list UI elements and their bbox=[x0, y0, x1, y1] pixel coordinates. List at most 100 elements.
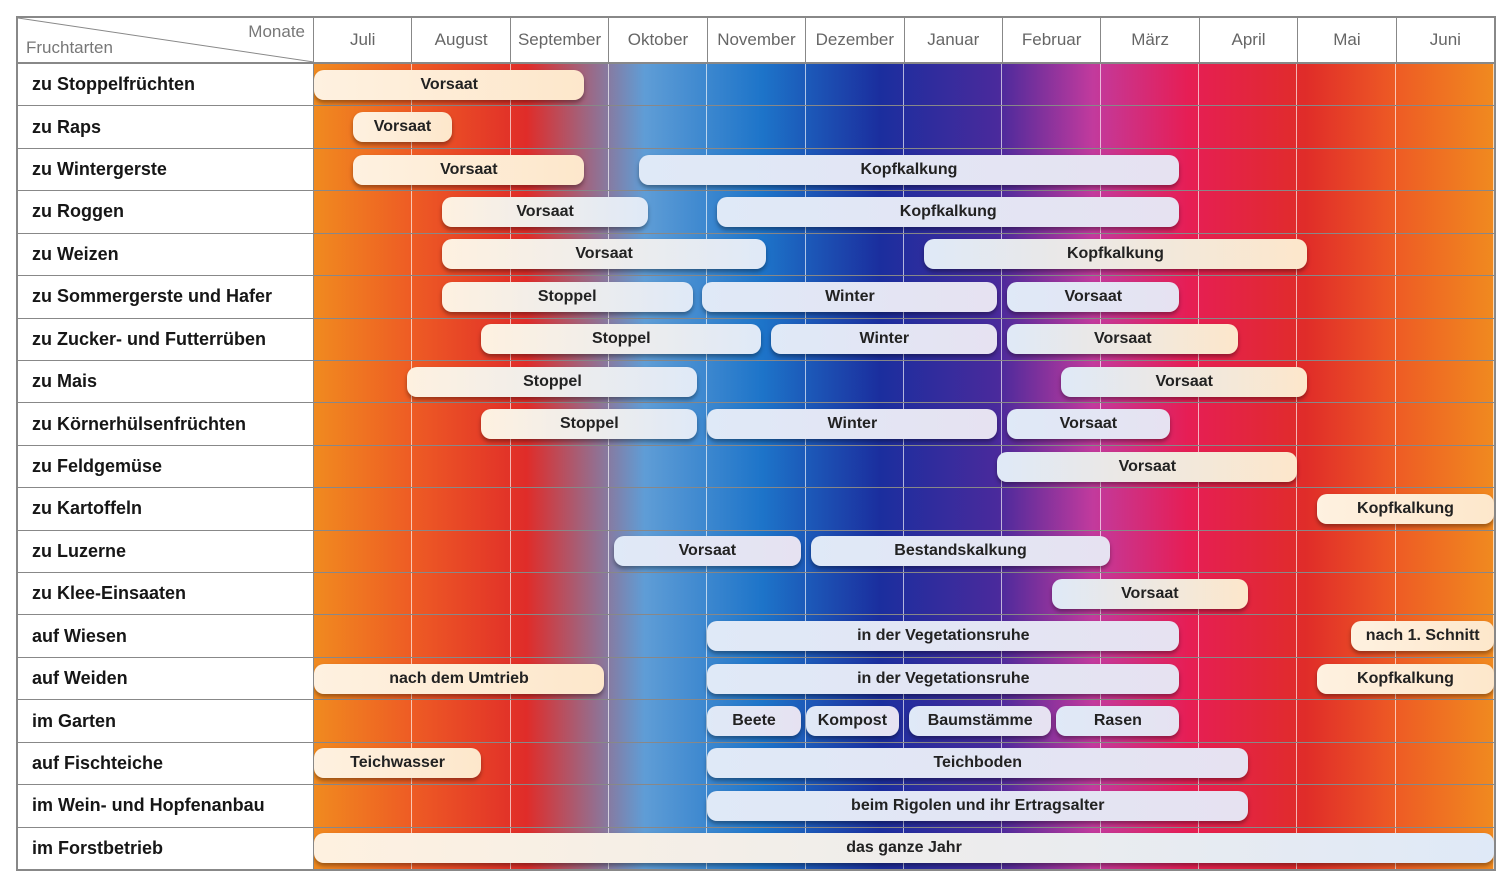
month-header-cell: Juni bbox=[1397, 18, 1494, 62]
calendar-cell bbox=[511, 446, 609, 487]
task-pill: Stoppel bbox=[407, 367, 697, 397]
calendar-cell bbox=[511, 531, 609, 572]
calendar-cell bbox=[1297, 403, 1395, 444]
row-cells: StoppelWinterVorsaat bbox=[314, 276, 1494, 317]
row-label: auf Fischteiche bbox=[18, 743, 314, 784]
calendar-cell bbox=[806, 106, 904, 147]
calendar-cell bbox=[609, 488, 707, 529]
calendar-cell bbox=[1396, 573, 1494, 614]
calendar-cell bbox=[1199, 700, 1297, 741]
calendar-cell bbox=[1297, 446, 1395, 487]
calendar-cell bbox=[1002, 64, 1100, 105]
month-header-cell: Oktober bbox=[609, 18, 707, 62]
calendar-cell bbox=[511, 743, 609, 784]
calendar-cell bbox=[1199, 64, 1297, 105]
calendar-cell bbox=[609, 785, 707, 826]
calendar-cell bbox=[609, 573, 707, 614]
calendar-cell bbox=[314, 276, 412, 317]
calendar-row: zu Luzerne Vorsaat Bestandskalkung bbox=[18, 531, 1494, 573]
calendar-cell bbox=[1297, 700, 1395, 741]
task-pill: Baumstämme bbox=[909, 706, 1052, 736]
row-label: im Forstbetrieb bbox=[18, 828, 314, 869]
calendar-row: zu WintergersteVorsaatKopfkalkung bbox=[18, 149, 1494, 191]
calendar-cell bbox=[511, 573, 609, 614]
calendar-cell bbox=[609, 743, 707, 784]
calendar-cell bbox=[1101, 64, 1199, 105]
calendar-cell bbox=[1199, 658, 1297, 699]
calendar-cell bbox=[412, 573, 510, 614]
liming-calendar-chart: Fruchtarten Monate JuliAugustSeptemberOk… bbox=[16, 16, 1496, 871]
month-header-cell: Dezember bbox=[806, 18, 904, 62]
calendar-cell bbox=[412, 488, 510, 529]
task-pill: beim Rigolen und ihr Ertragsalter bbox=[707, 791, 1248, 821]
task-pill: Vorsaat bbox=[1007, 282, 1179, 312]
calendar-cell bbox=[511, 488, 609, 529]
task-pill: nach 1. Schnitt bbox=[1351, 621, 1494, 651]
calendar-cell bbox=[1297, 319, 1395, 360]
row-cells: Vorsaat bbox=[314, 573, 1494, 614]
month-header-cell: September bbox=[511, 18, 609, 62]
month-header-cell: Mai bbox=[1298, 18, 1396, 62]
calendar-cell bbox=[1396, 785, 1494, 826]
calendar-cell bbox=[806, 446, 904, 487]
calendar-row: zu RoggenVorsaatKopfkalkung bbox=[18, 191, 1494, 233]
month-header-cell: Juli bbox=[314, 18, 412, 62]
task-pill: in der Vegetationsruhe bbox=[707, 664, 1179, 694]
calendar-cell bbox=[1101, 531, 1199, 572]
calendar-row: im Forstbetriebdas ganze Jahr bbox=[18, 828, 1494, 869]
row-label: auf Weiden bbox=[18, 658, 314, 699]
month-header-cell: August bbox=[412, 18, 510, 62]
task-pill: Vorsaat bbox=[353, 112, 451, 142]
task-pill: Vorsaat bbox=[442, 197, 649, 227]
row-label: zu Luzerne bbox=[18, 531, 314, 572]
row-label: zu Weizen bbox=[18, 234, 314, 275]
task-pill: Vorsaat bbox=[614, 536, 801, 566]
row-label: zu Feldgemüse bbox=[18, 446, 314, 487]
calendar-cell bbox=[412, 785, 510, 826]
calendar-cell bbox=[1297, 106, 1395, 147]
calendar-cell bbox=[707, 64, 805, 105]
calendar-cell bbox=[609, 64, 707, 105]
calendar-row: auf Weidennach dem Umtrieb in der Vegetat… bbox=[18, 658, 1494, 700]
calendar-cell bbox=[1297, 234, 1395, 275]
calendar-cell bbox=[904, 573, 1002, 614]
row-label: zu Stoppelfrüchten bbox=[18, 64, 314, 105]
row-cells: Vorsaat bbox=[314, 64, 1494, 105]
row-label: zu Klee-Einsaaten bbox=[18, 573, 314, 614]
calendar-cell bbox=[1297, 785, 1395, 826]
row-cells: das ganze Jahr bbox=[314, 828, 1494, 869]
calendar-cell bbox=[314, 615, 412, 656]
calendar-cell bbox=[1396, 361, 1494, 402]
row-cells: beim Rigolen und ihr Ertragsalter bbox=[314, 785, 1494, 826]
calendar-cell bbox=[314, 403, 412, 444]
row-cells: BeeteKompostBaumstämmeRasen bbox=[314, 700, 1494, 741]
calendar-cell bbox=[806, 64, 904, 105]
task-pill: Stoppel bbox=[481, 324, 761, 354]
calendar-row: zu Klee-EinsaatenVorsaat bbox=[18, 573, 1494, 615]
calendar-cell bbox=[412, 700, 510, 741]
header-corner: Fruchtarten Monate bbox=[18, 18, 314, 62]
row-label: zu Körnerhülsenfrüchten bbox=[18, 403, 314, 444]
calendar-cell bbox=[1199, 191, 1297, 232]
calendar-cell bbox=[314, 573, 412, 614]
calendar-cell bbox=[1297, 276, 1395, 317]
task-pill: Bestandskalkung bbox=[811, 536, 1111, 566]
calendar-cell bbox=[1396, 64, 1494, 105]
row-cells: VorsaatKopfkalkung bbox=[314, 234, 1494, 275]
task-pill: Vorsaat bbox=[1007, 409, 1169, 439]
task-pill: Kopfkalkung bbox=[1317, 494, 1494, 524]
calendar-cell bbox=[314, 488, 412, 529]
calendar-cell bbox=[707, 361, 805, 402]
row-cells: TeichwasserTeichboden bbox=[314, 743, 1494, 784]
row-label: zu Mais bbox=[18, 361, 314, 402]
calendar-cell bbox=[1199, 615, 1297, 656]
calendar-cell bbox=[314, 700, 412, 741]
calendar-cell bbox=[1199, 106, 1297, 147]
row-cells: StoppelVorsaat bbox=[314, 361, 1494, 402]
task-pill: nach dem Umtrieb bbox=[314, 664, 604, 694]
month-header-cell: November bbox=[708, 18, 806, 62]
month-header-cell: Januar bbox=[905, 18, 1003, 62]
task-pill: Vorsaat bbox=[353, 155, 584, 185]
calendar-cell bbox=[314, 191, 412, 232]
task-pill: Kopfkalkung bbox=[924, 239, 1308, 269]
